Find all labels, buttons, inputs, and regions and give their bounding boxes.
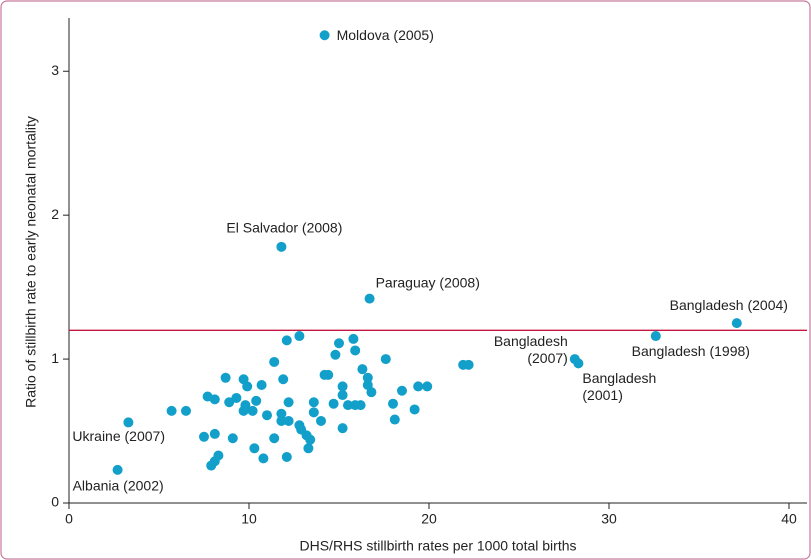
point-label: Bangladesh (1998) (632, 343, 750, 359)
data-point (269, 356, 280, 367)
point-label: Ukraine (2007) (72, 428, 165, 444)
data-point (238, 405, 249, 416)
data-point (308, 397, 319, 408)
data-point (276, 415, 287, 426)
data-point (251, 395, 262, 406)
data-point (337, 390, 348, 401)
point-label: Albania (2002) (73, 478, 164, 494)
data-point (220, 372, 231, 383)
data-point (348, 333, 359, 344)
point-label: (2001) (582, 387, 622, 403)
data-point (231, 392, 242, 403)
data-point (308, 407, 319, 418)
data-point (357, 364, 368, 375)
data-point (573, 358, 584, 369)
data-point (337, 381, 348, 392)
point-label: (2007) (527, 350, 567, 366)
data-point (343, 400, 353, 411)
x-tick-label: 40 (781, 511, 797, 527)
data-point (166, 405, 177, 416)
data-point (334, 338, 344, 349)
data-point (112, 464, 123, 475)
data-point (422, 381, 433, 392)
data-point (366, 387, 377, 398)
data-point (731, 318, 742, 329)
data-point (283, 397, 294, 408)
data-point (316, 415, 326, 426)
data-point (283, 415, 294, 426)
point-label: Bangladesh (582, 370, 656, 386)
data-point (227, 433, 238, 444)
data-point (380, 354, 391, 365)
data-point (305, 434, 316, 445)
data-point (650, 331, 661, 342)
data-point (209, 394, 220, 405)
y-tick-label: 2 (51, 206, 59, 222)
data-point (463, 359, 474, 370)
x-tick-label: 30 (601, 511, 617, 527)
data-point (328, 398, 339, 409)
data-point (256, 379, 267, 390)
x-axis-label: DHS/RHS stillbirth rates per 1000 total … (300, 538, 577, 554)
data-point (281, 451, 292, 462)
data-point (181, 405, 191, 416)
data-point (206, 460, 217, 471)
x-tick-label: 20 (421, 511, 437, 527)
y-tick-label: 1 (51, 350, 59, 366)
data-point (269, 433, 280, 444)
data-point (258, 453, 269, 464)
y-tick-label: 0 (51, 494, 59, 510)
data-point (242, 381, 253, 392)
data-point (388, 398, 398, 409)
data-point (276, 241, 287, 252)
point-label: Bangladesh (2004) (670, 297, 788, 313)
data-point (389, 414, 400, 425)
data-point (276, 408, 287, 419)
data-point (337, 423, 348, 434)
data-point (281, 335, 292, 346)
data-point (123, 417, 134, 428)
data-point (413, 381, 424, 392)
data-point (355, 400, 366, 411)
data-point (278, 374, 289, 385)
data-point (397, 385, 407, 396)
data-point (319, 30, 330, 41)
data-point (213, 450, 224, 461)
data-point (330, 349, 341, 360)
point-label: Bangladesh (494, 333, 568, 349)
data-point (199, 431, 209, 442)
data-point (294, 331, 305, 342)
data-point (262, 410, 272, 421)
y-axis-label: Ratio of stillbirth rate to early neonat… (23, 116, 39, 408)
data-point (409, 404, 420, 415)
data-point (247, 405, 258, 416)
data-point (350, 345, 361, 356)
data-point (323, 369, 334, 380)
x-tick-label: 10 (241, 511, 257, 527)
data-point (224, 397, 235, 408)
point-label: Moldova (2005) (337, 27, 434, 43)
point-label: Paraguay (2008) (376, 274, 480, 290)
data-point (303, 443, 314, 454)
x-tick-label: 0 (65, 511, 73, 527)
data-point (249, 443, 260, 454)
data-point (209, 428, 220, 439)
data-point (364, 293, 375, 304)
point-label: El Salvador (2008) (226, 220, 342, 236)
y-tick-label: 3 (51, 62, 59, 78)
data-point (362, 372, 373, 383)
